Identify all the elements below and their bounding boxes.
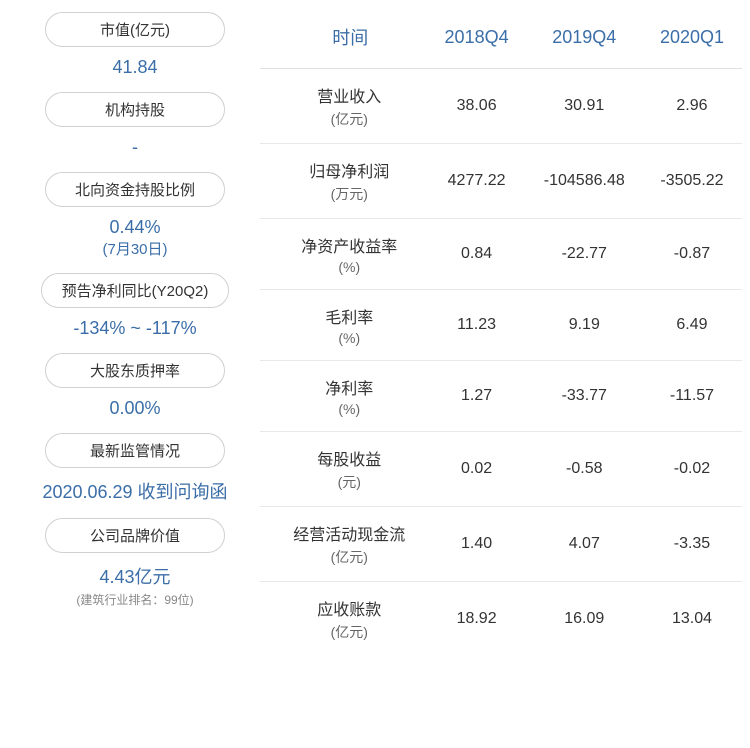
metric-cell: 净利率 (%) (260, 361, 427, 432)
metric-cell: 归母净利润(万元) (260, 144, 427, 219)
value-cell: -104586.48 (527, 144, 642, 219)
col-2018q4: 2018Q4 (427, 8, 527, 69)
info-block: 市值(亿元) 41.84 (20, 12, 250, 78)
metric-cell: 净资产收益率 (%) (260, 219, 427, 290)
info-label-pill: 大股东质押率 (45, 353, 225, 388)
metric-name: 应收账款 (280, 596, 419, 620)
metric-unit: (%) (280, 330, 419, 346)
metric-unit: (亿元) (280, 547, 419, 567)
table-row: 毛利率 (%) 11.239.196.49 (260, 290, 742, 361)
value-cell: 13.04 (642, 582, 742, 657)
metric-unit: (万元) (280, 184, 419, 204)
info-block: 大股东质押率 0.00% (20, 353, 250, 419)
info-block: 最新监管情况 2020.06.29 收到问询函 (20, 433, 250, 504)
metric-unit: (亿元) (280, 622, 419, 642)
value-cell: 4277.22 (427, 144, 527, 219)
table-row: 经营活动现金流(亿元)1.404.07-3.35 (260, 507, 742, 582)
value-cell: -33.77 (527, 361, 642, 432)
value-cell: 6.49 (642, 290, 742, 361)
value-cell: 2.96 (642, 69, 742, 144)
metric-cell: 应收账款(亿元) (260, 582, 427, 657)
value-cell: -3505.22 (642, 144, 742, 219)
info-value: -134% ~ -117% (73, 318, 196, 339)
metric-unit: (元) (280, 472, 419, 492)
table-row: 净资产收益率 (%) 0.84-22.77-0.87 (260, 219, 742, 290)
financial-metrics-table: 时间 2018Q4 2019Q4 2020Q1 营业收入(亿元)38.0630.… (260, 8, 742, 656)
value-cell: 0.02 (427, 432, 527, 507)
info-value: 4.43亿元 (99, 563, 170, 589)
metric-unit: (%) (280, 259, 419, 275)
financial-table-panel: 时间 2018Q4 2019Q4 2020Q1 营业收入(亿元)38.0630.… (260, 0, 750, 748)
value-cell: -22.77 (527, 219, 642, 290)
metric-name: 净利率 (280, 375, 419, 399)
info-label-pill: 预告净利同比(Y20Q2) (41, 273, 230, 308)
metric-cell: 营业收入(亿元) (260, 69, 427, 144)
info-value: - (132, 137, 138, 158)
table-header-row: 时间 2018Q4 2019Q4 2020Q1 (260, 8, 742, 69)
info-value: 41.84 (112, 57, 157, 78)
info-value: 0.00% (109, 398, 160, 419)
info-value-secondary: (7月30日) (102, 238, 167, 259)
info-label-pill: 北向资金持股比例 (45, 172, 225, 207)
info-block: 预告净利同比(Y20Q2) -134% ~ -117% (20, 273, 250, 339)
metric-unit: (%) (280, 401, 419, 417)
value-cell: -0.02 (642, 432, 742, 507)
info-label-pill: 公司品牌价值 (45, 518, 225, 553)
info-label-pill: 机构持股 (45, 92, 225, 127)
value-cell: 1.40 (427, 507, 527, 582)
metric-name: 归母净利润 (280, 158, 419, 182)
table-row: 应收账款(亿元)18.9216.0913.04 (260, 582, 742, 657)
value-cell: 1.27 (427, 361, 527, 432)
info-label-pill: 市值(亿元) (45, 12, 225, 47)
table-row: 净利率 (%) 1.27-33.77-11.57 (260, 361, 742, 432)
value-cell: -3.35 (642, 507, 742, 582)
col-time: 时间 (260, 8, 427, 69)
metric-name: 净资产收益率 (280, 233, 419, 257)
value-cell: 18.92 (427, 582, 527, 657)
info-block: 北向资金持股比例 0.44%(7月30日) (20, 172, 250, 259)
metric-cell: 每股收益(元) (260, 432, 427, 507)
metric-name: 毛利率 (280, 304, 419, 328)
value-cell: -0.58 (527, 432, 642, 507)
info-value: 0.44% (109, 217, 160, 238)
value-cell: -0.87 (642, 219, 742, 290)
table-row: 归母净利润(万元)4277.22-104586.48-3505.22 (260, 144, 742, 219)
info-label-pill: 最新监管情况 (45, 433, 225, 468)
metric-cell: 毛利率 (%) (260, 290, 427, 361)
table-row: 营业收入(亿元)38.0630.912.96 (260, 69, 742, 144)
table-row: 每股收益(元)0.02-0.58-0.02 (260, 432, 742, 507)
info-block: 机构持股 - (20, 92, 250, 158)
value-cell: 9.19 (527, 290, 642, 361)
info-block: 公司品牌价值 4.43亿元 (建筑行业排名：99位) (20, 518, 250, 608)
value-cell: 30.91 (527, 69, 642, 144)
value-cell: 38.06 (427, 69, 527, 144)
value-cell: 4.07 (527, 507, 642, 582)
table-body: 营业收入(亿元)38.0630.912.96归母净利润(万元)4277.22-1… (260, 69, 742, 657)
metric-unit: (亿元) (280, 109, 419, 129)
col-2020q1: 2020Q1 (642, 8, 742, 69)
value-cell: 16.09 (527, 582, 642, 657)
value-cell: 0.84 (427, 219, 527, 290)
metric-name: 经营活动现金流 (280, 521, 419, 545)
metric-name: 营业收入 (280, 83, 419, 107)
value-cell: 11.23 (427, 290, 527, 361)
col-2019q4: 2019Q4 (527, 8, 642, 69)
metric-cell: 经营活动现金流(亿元) (260, 507, 427, 582)
value-cell: -11.57 (642, 361, 742, 432)
info-value: 2020.06.29 收到问询函 (42, 478, 227, 504)
metric-name: 每股收益 (280, 446, 419, 470)
left-summary-panel: 市值(亿元) 41.84 机构持股 - 北向资金持股比例 0.44%(7月30日) 预告净利… (0, 0, 260, 748)
info-note: (建筑行业排名：99位) (76, 591, 193, 608)
